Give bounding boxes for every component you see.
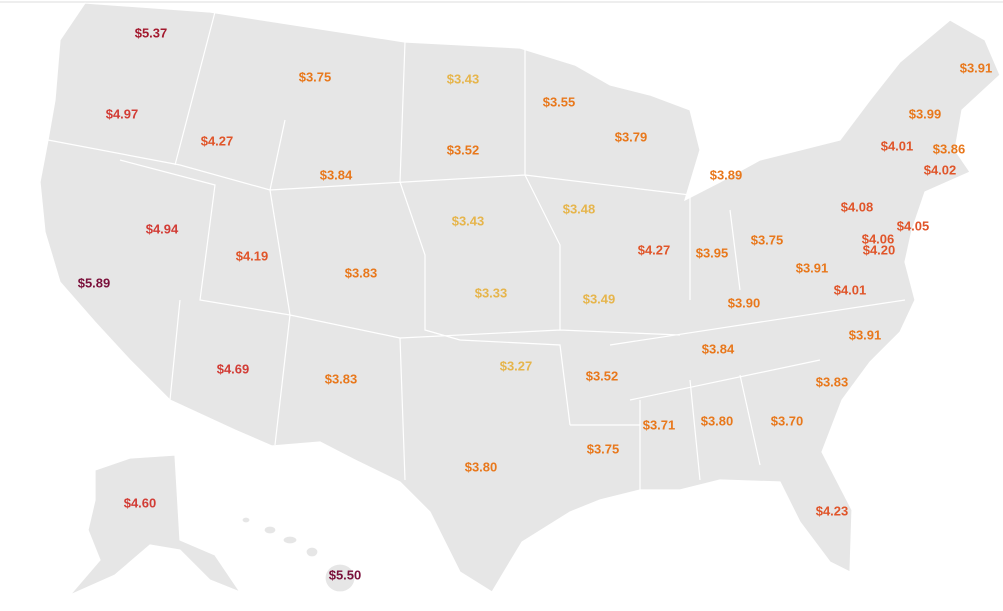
price-label: $3.79 — [615, 129, 648, 144]
price-label: $3.90 — [728, 295, 761, 310]
state-borders — [47, 11, 906, 490]
price-label: $3.84 — [320, 167, 353, 182]
price-label: $3.83 — [345, 265, 378, 280]
price-label: $3.55 — [543, 94, 576, 109]
price-label: $3.52 — [447, 142, 480, 157]
alaska — [69, 454, 242, 596]
price-label: $4.69 — [217, 361, 250, 376]
price-label: $3.75 — [587, 441, 620, 456]
hawaii-island — [282, 535, 298, 545]
price-label: $4.94 — [146, 221, 179, 236]
price-label: $3.71 — [643, 417, 676, 432]
price-label: $5.50 — [329, 567, 362, 582]
price-label: $4.08 — [841, 199, 874, 214]
price-label: $4.02 — [924, 162, 957, 177]
price-label: $4.20 — [863, 242, 896, 257]
price-label: $4.01 — [881, 138, 914, 153]
contiguous-us — [39, 2, 1001, 593]
price-label: $5.89 — [78, 275, 111, 290]
price-label: $4.05 — [897, 218, 930, 233]
price-label: $3.89 — [710, 167, 743, 182]
price-label: $3.70 — [771, 413, 804, 428]
price-label: $3.86 — [933, 141, 966, 156]
price-label: $4.27 — [201, 133, 234, 148]
price-label: $4.23 — [816, 503, 849, 518]
hawaii-island — [241, 516, 251, 524]
price-label: $3.75 — [299, 69, 332, 84]
price-labels: $5.37 $4.97 $4.27 $3.75 $3.43 $3.55 $3.79 $3.91… — [78, 25, 993, 582]
price-label: $3.49 — [583, 291, 616, 306]
price-label: $3.80 — [701, 413, 734, 428]
price-label: $3.83 — [325, 371, 358, 386]
price-label: $4.97 — [106, 106, 139, 121]
price-label: $3.99 — [909, 106, 942, 121]
price-label: $3.91 — [796, 260, 829, 275]
price-label: $3.91 — [960, 60, 993, 75]
price-label: $3.91 — [849, 327, 882, 342]
price-label: $4.27 — [638, 242, 671, 257]
price-label: $3.80 — [465, 459, 498, 474]
price-label: $3.33 — [475, 285, 508, 300]
price-label: $3.43 — [452, 213, 485, 228]
hawaii-island — [305, 546, 319, 558]
price-label: $3.75 — [751, 232, 784, 247]
price-label: $3.83 — [816, 374, 849, 389]
price-label: $4.19 — [236, 248, 269, 263]
price-label: $4.01 — [834, 282, 867, 297]
price-label: $4.06 — [862, 231, 895, 246]
hawaii-island — [263, 525, 277, 535]
price-label: $3.95 — [696, 245, 729, 260]
states — [39, 2, 1001, 596]
price-label: $3.27 — [500, 358, 533, 373]
price-label: $3.84 — [702, 341, 735, 356]
price-label: $4.60 — [124, 495, 157, 510]
hawaii-island — [324, 563, 356, 593]
price-label: $3.48 — [563, 201, 596, 216]
price-label: $3.43 — [447, 71, 480, 86]
price-label: $5.37 — [135, 25, 168, 40]
price-label: $3.52 — [586, 368, 619, 383]
